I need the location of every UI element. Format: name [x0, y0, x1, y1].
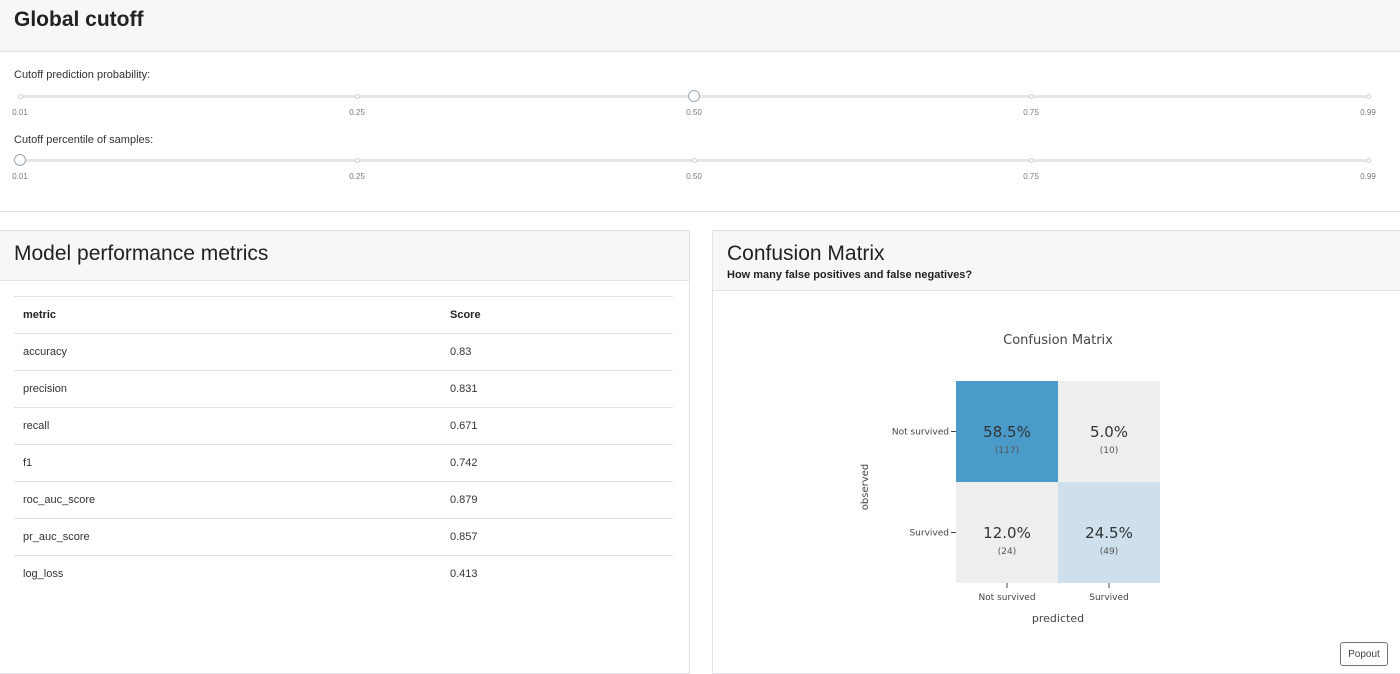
- confusion-matrix-card: Confusion Matrix How many false positive…: [712, 230, 1400, 674]
- metric-score: 0.83: [450, 333, 673, 371]
- x-tick-label: Survived: [1089, 593, 1129, 603]
- y-axis-label: observed: [860, 464, 871, 510]
- metric-score: 0.879: [450, 481, 673, 519]
- y-tick-label: Survived: [909, 529, 949, 539]
- table-row: pr_auc_score 0.857: [14, 518, 673, 556]
- cell-count-label: (10): [1100, 446, 1118, 456]
- cutoff-percentile-slider-mark-label: 0.25: [349, 172, 365, 181]
- heatmap-cell: [956, 482, 1058, 583]
- cutoff-probability-label: Cutoff prediction probability:: [14, 69, 151, 81]
- cutoff-percentile-slider-handle[interactable]: [14, 154, 26, 166]
- metric-score: 0.857: [450, 518, 673, 556]
- model-performance-title: Model performance metrics: [14, 242, 269, 265]
- confusion-matrix-header: Confusion Matrix How many false positive…: [713, 231, 1400, 291]
- cutoff-percentile-slider-tick[interactable]: [1365, 158, 1371, 163]
- metric-score: 0.413: [450, 555, 673, 593]
- metrics-table-header-row: metric Score: [14, 296, 673, 334]
- table-row: f1 0.742: [14, 444, 673, 482]
- cutoff-probability-slider-mark-label: 0.99: [1360, 108, 1376, 117]
- global-cutoff-title: Global cutoff: [14, 8, 144, 31]
- cutoff-probability-slider-tick[interactable]: [1365, 94, 1371, 99]
- cutoff-probability-slider-mark-label: 0.01: [12, 108, 28, 117]
- cutoff-probability-slider-tick[interactable]: [1028, 94, 1034, 99]
- y-tick-label: Not survived: [892, 428, 949, 438]
- cell-count-label: (24): [998, 547, 1016, 557]
- cutoff-percentile-slider-tick[interactable]: [1028, 158, 1034, 163]
- metric-score: 0.831: [450, 370, 673, 408]
- metric-name: recall: [14, 407, 450, 445]
- cutoff-probability-slider-mark-label: 0.25: [349, 108, 365, 117]
- global-cutoff-header: Global cutoff: [0, 0, 1400, 52]
- metric-name: log_loss: [14, 555, 450, 593]
- table-row: precision 0.831: [14, 370, 673, 408]
- score-column-header: Score: [450, 296, 673, 334]
- metrics-table: metric Score accuracy 0.83 precision 0.831 r…: [14, 296, 673, 593]
- table-row: log_loss 0.413: [14, 555, 673, 593]
- cutoff-percentile-slider-tick[interactable]: [691, 158, 697, 163]
- metric-name: precision: [14, 370, 450, 408]
- x-tick-label: Not survived: [978, 593, 1035, 603]
- cell-count-label: (49): [1100, 547, 1118, 557]
- cutoff-percentile-slider-mark-label: 0.99: [1360, 172, 1376, 181]
- cutoff-probability-slider[interactable]: 0.01 0.25 0.50 0.75 0.99: [12, 89, 1376, 129]
- cutoff-probability-slider-tick[interactable]: [354, 94, 360, 99]
- cutoff-probability-slider-mark-label: 0.75: [1023, 108, 1039, 117]
- model-performance-card: Model performance metrics metric Score a…: [0, 230, 690, 674]
- cutoff-probability-slider-mark-label: 0.50: [686, 108, 702, 117]
- x-axis-label: predicted: [1032, 612, 1084, 625]
- metric-name: pr_auc_score: [14, 518, 450, 556]
- cutoff-probability-slider-tick[interactable]: [17, 94, 23, 99]
- table-row: accuracy 0.83: [14, 333, 673, 371]
- metric-name: f1: [14, 444, 450, 482]
- cell-percent-label: 12.0%: [983, 524, 1031, 542]
- cutoff-percentile-slider-tick[interactable]: [354, 158, 360, 163]
- cutoff-percentile-slider-mark-label: 0.01: [12, 172, 28, 181]
- popout-button[interactable]: Popout: [1340, 642, 1388, 666]
- table-row: roc_auc_score 0.879: [14, 481, 673, 519]
- table-row: recall 0.671: [14, 407, 673, 445]
- confusion-matrix-subtitle: How many false positives and false negat…: [727, 269, 973, 281]
- cell-percent-label: 5.0%: [1090, 423, 1128, 441]
- cutoff-percentile-label: Cutoff percentile of samples:: [14, 134, 154, 146]
- metric-score: 0.742: [450, 444, 673, 482]
- model-performance-header: Model performance metrics: [0, 231, 689, 281]
- confusion-matrix-chart: Confusion Matrix 58.5% (117) 5.0% (10) 12.0%…: [860, 333, 1160, 625]
- metric-column-header: metric: [14, 296, 450, 334]
- cutoff-percentile-slider-mark-label: 0.75: [1023, 172, 1039, 181]
- cutoff-percentile-slider[interactable]: 0.01 0.25 0.50 0.75 0.99: [12, 153, 1376, 193]
- metric-name: roc_auc_score: [14, 481, 450, 519]
- cutoff-probability-slider-handle[interactable]: [688, 90, 700, 102]
- cutoff-percentile-slider-mark-label: 0.50: [686, 172, 702, 181]
- metric-name: accuracy: [14, 333, 450, 371]
- cell-count-label: (117): [995, 446, 1019, 456]
- heatmap-cell: [1058, 381, 1160, 482]
- cell-percent-label: 58.5%: [983, 423, 1031, 441]
- confusion-matrix-title: Confusion Matrix: [727, 242, 885, 265]
- global-cutoff-card: Global cutoff Cutoff prediction probabil…: [0, 0, 1400, 212]
- cell-percent-label: 24.5%: [1085, 524, 1133, 542]
- chart-title: Confusion Matrix: [1003, 333, 1113, 348]
- heatmap-cell: [1058, 482, 1160, 583]
- heatmap-cell: [956, 381, 1058, 482]
- metric-score: 0.671: [450, 407, 673, 445]
